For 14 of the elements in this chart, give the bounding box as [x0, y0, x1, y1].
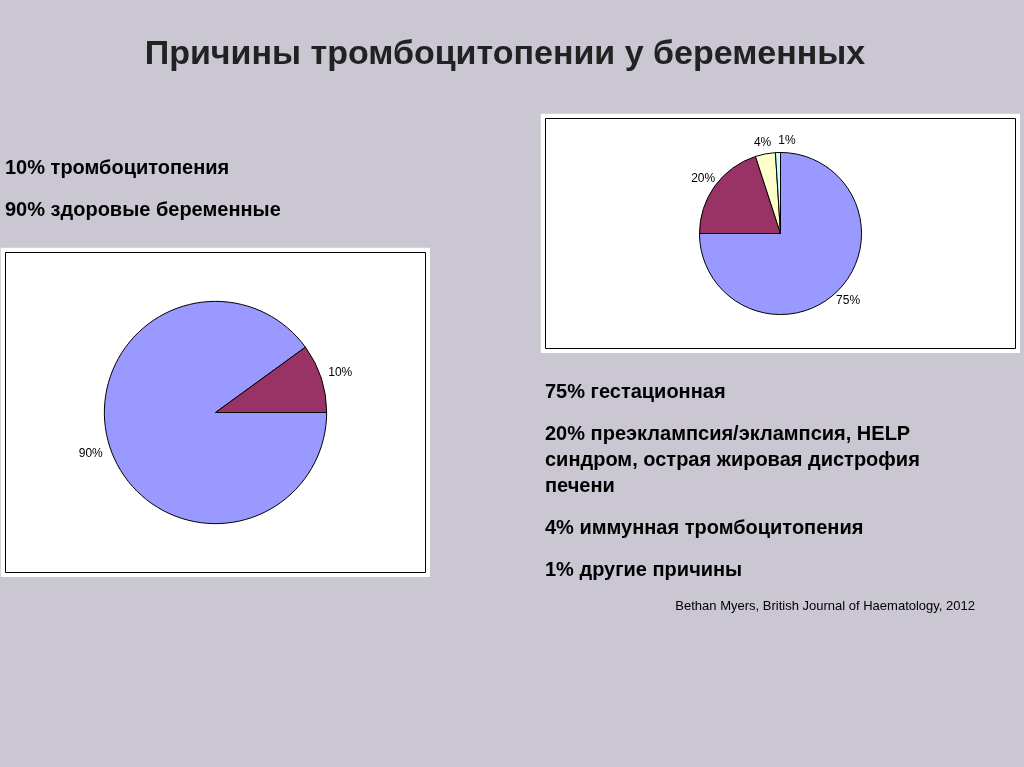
data-label: 90%	[78, 445, 104, 460]
data-label: 4%	[753, 134, 772, 149]
data-label: 20%	[691, 171, 716, 186]
data-label: 75%	[836, 292, 861, 307]
text: Bethan Myers, British Journal of Haematology, 2012	[675, 598, 975, 615]
text: 75% гестационная	[545, 379, 726, 404]
text: 20% преэклампсия/эклампсия, HELP синдром, острая жировая дистрофия печени	[545, 421, 921, 498]
text: 1% другие причины	[545, 557, 743, 582]
text: Причины тромбоцитопении у беременных	[144, 32, 866, 73]
text: 10% тромбоцитопения	[5, 155, 230, 180]
text: 90% здоровые беременные	[5, 197, 281, 222]
data-label: 1%	[778, 132, 796, 147]
text: 4% иммунная тромбоцитопения	[545, 515, 864, 540]
data-label: 10%	[328, 365, 353, 380]
